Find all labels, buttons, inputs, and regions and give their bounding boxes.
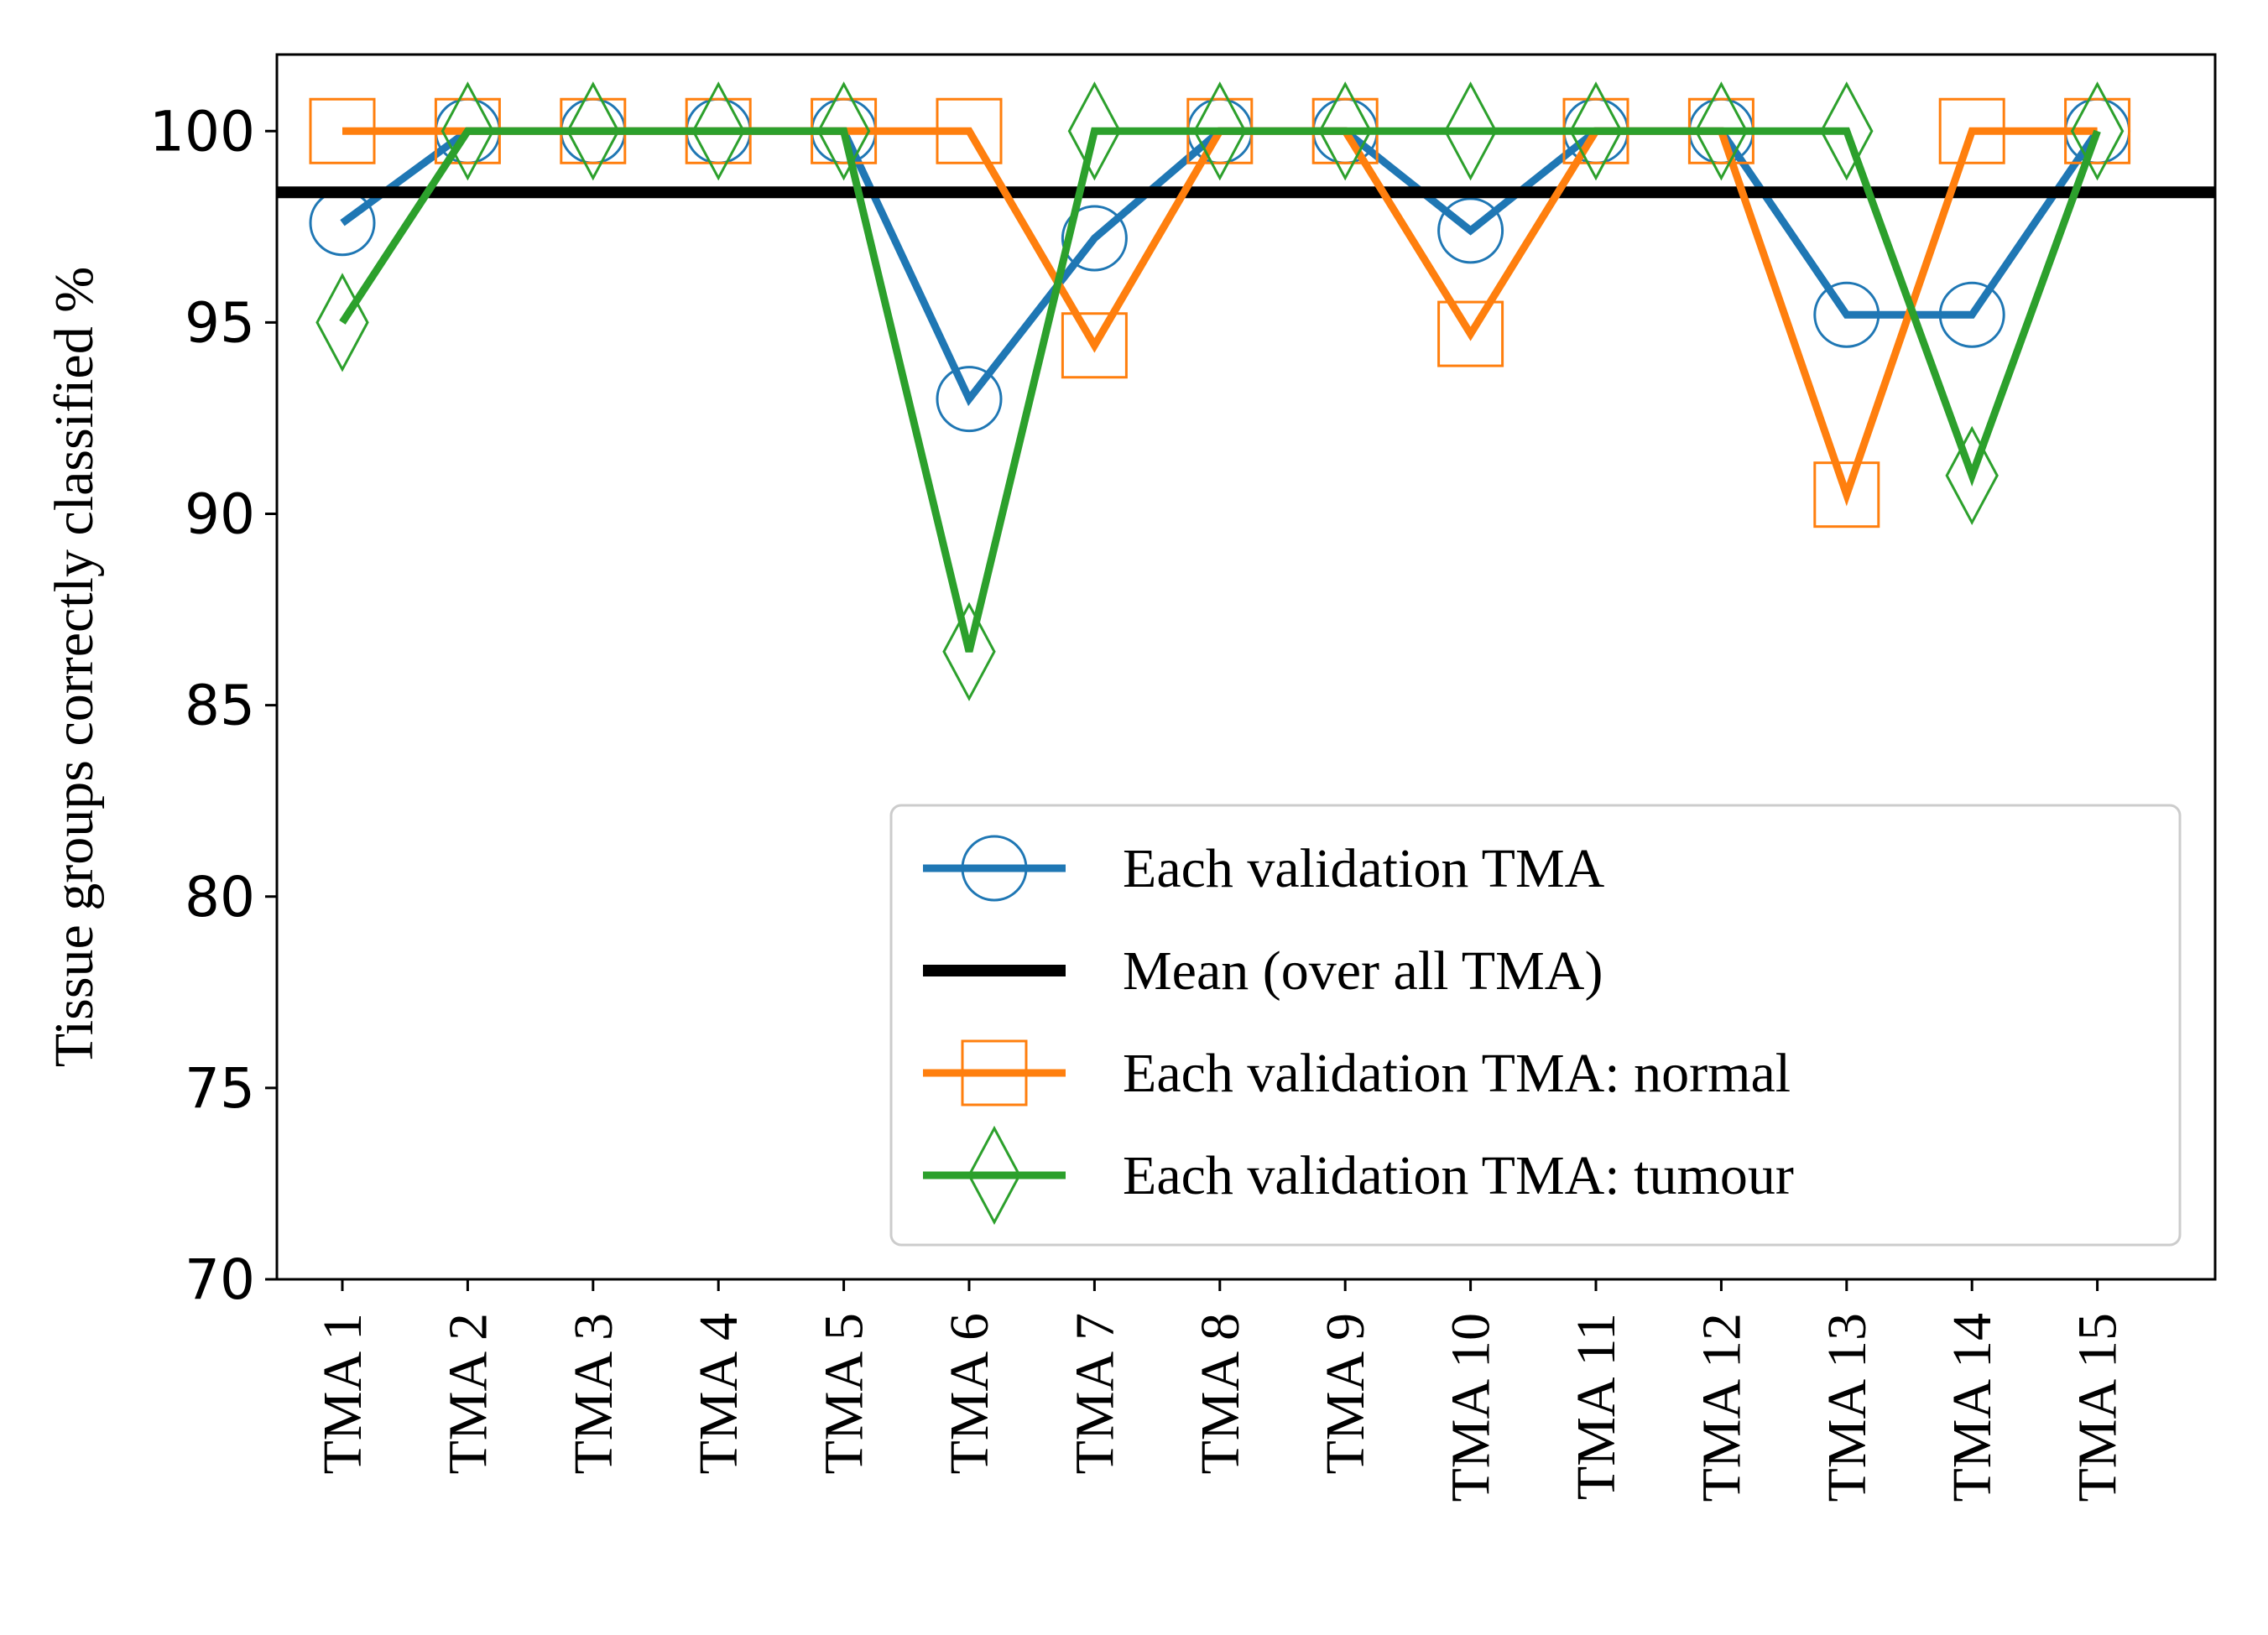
- point-each-validation-tma-tumour-9: [1318, 81, 1372, 181]
- legend-marker-each-validation-tma-tumour: [967, 1125, 1021, 1226]
- y-axis-label: Tissue groups correctly classified %: [44, 267, 105, 1067]
- point-each-validation-tma-6: [936, 366, 1003, 433]
- x-tick-label-tma-8: TMA 8: [1190, 1313, 1251, 1475]
- legend-label-each-validation-tma-tumour: Each validation TMA: tumour: [1123, 1145, 1794, 1206]
- x-tick-label-tma-2: TMA 2: [437, 1313, 498, 1475]
- y-axis: 70 75 80 85 90 95 100: [149, 99, 277, 1312]
- legend-label-each-validation-tma-normal: Each validation TMA: normal: [1123, 1043, 1791, 1104]
- x-tick-label-tma-4: TMA 4: [688, 1313, 749, 1475]
- legend: Each validation TMA Mean (over all TMA) Ea…: [889, 804, 2182, 1247]
- point-each-validation-tma-tumour-11: [1569, 81, 1623, 181]
- y-tick-label-90: 90: [185, 482, 255, 547]
- x-tick-label-tma-12: TMA 12: [1691, 1313, 1752, 1502]
- point-each-validation-tma-10: [1437, 197, 1504, 264]
- x-tick-label-tma-3: TMA 3: [563, 1313, 624, 1475]
- x-axis: TMA 1 TMA 2 TMA 3 TMA 4 TMA 5 TMA 6 TMA 7 TMA 8…: [312, 1279, 2129, 1502]
- legend-marker-each-validation-tma: [961, 835, 1028, 902]
- point-each-validation-tma-13: [1813, 281, 1880, 348]
- legend-marker-each-validation-tma-normal: [961, 1039, 1028, 1106]
- point-each-validation-tma-tumour-15: [2070, 81, 2125, 181]
- x-tick-label-tma-13: TMA 13: [1817, 1313, 1878, 1502]
- point-each-validation-tma-normal-10: [1437, 300, 1504, 367]
- point-each-validation-tma-tumour-8: [1193, 81, 1247, 181]
- point-each-validation-tma-normal-15: [2064, 97, 2131, 164]
- point-each-validation-tma-tumour-5: [816, 81, 871, 181]
- x-tick-label-tma-6: TMA 6: [939, 1313, 1000, 1475]
- point-each-validation-tma-normal-1: [309, 97, 376, 164]
- legend-box: [889, 804, 2182, 1247]
- plot-frame: [275, 53, 2217, 1281]
- legend-label-mean-over-all-tma: Mean (over all TMA): [1123, 940, 1603, 1002]
- y-tick-label-80: 80: [185, 865, 255, 929]
- point-each-validation-tma-14: [1938, 281, 2005, 348]
- x-tick-label-tma-5: TMA 5: [814, 1313, 875, 1475]
- point-each-validation-tma-normal-6: [936, 97, 1003, 164]
- point-each-validation-tma-tumour-13: [1820, 81, 1874, 181]
- legend-label-each-validation-tma: Each validation TMA: [1123, 838, 1605, 899]
- point-each-validation-tma-7: [1061, 205, 1128, 272]
- y-tick-label-100: 100: [149, 99, 255, 164]
- y-tick-label-70: 70: [185, 1247, 255, 1312]
- point-each-validation-tma-normal-13: [1813, 461, 1880, 529]
- x-tick-label-tma-14: TMA 14: [1942, 1313, 2003, 1502]
- x-tick-label-tma-7: TMA 7: [1064, 1313, 1125, 1475]
- x-tick-label-tma-1: TMA 1: [312, 1313, 373, 1475]
- y-tick-label-75: 75: [185, 1056, 255, 1121]
- point-each-validation-tma-tumour-14: [1945, 425, 1999, 526]
- point-each-validation-tma-tumour-7: [1067, 81, 1122, 181]
- point-each-validation-tma-normal-7: [1061, 312, 1128, 379]
- point-each-validation-tma-tumour-2: [441, 81, 495, 181]
- point-each-validation-tma-normal-14: [1938, 97, 2005, 164]
- x-tick-label-tma-11: TMA 11: [1566, 1313, 1627, 1500]
- x-tick-label-tma-9: TMA 9: [1315, 1313, 1376, 1475]
- y-tick-label-95: 95: [185, 290, 255, 355]
- series-line-each-validation-tma-tumour: [339, 127, 2101, 653]
- x-tick-label-tma-15: TMA 15: [2067, 1313, 2129, 1502]
- point-each-validation-tma-tumour-10: [1443, 81, 1498, 181]
- series-layer: [277, 81, 2215, 701]
- point-each-validation-tma-tumour-12: [1694, 81, 1749, 181]
- point-each-validation-tma-tumour-4: [691, 81, 745, 181]
- legend-items: Each validation TMA Mean (over all TMA) Ea…: [923, 835, 1794, 1226]
- point-each-validation-tma-tumour-1: [315, 273, 369, 372]
- point-each-validation-tma-tumour-6: [942, 601, 996, 701]
- y-tick-label-85: 85: [185, 674, 255, 738]
- point-each-validation-tma-tumour-3: [566, 81, 620, 181]
- x-tick-label-tma-10: TMA 10: [1441, 1313, 1502, 1502]
